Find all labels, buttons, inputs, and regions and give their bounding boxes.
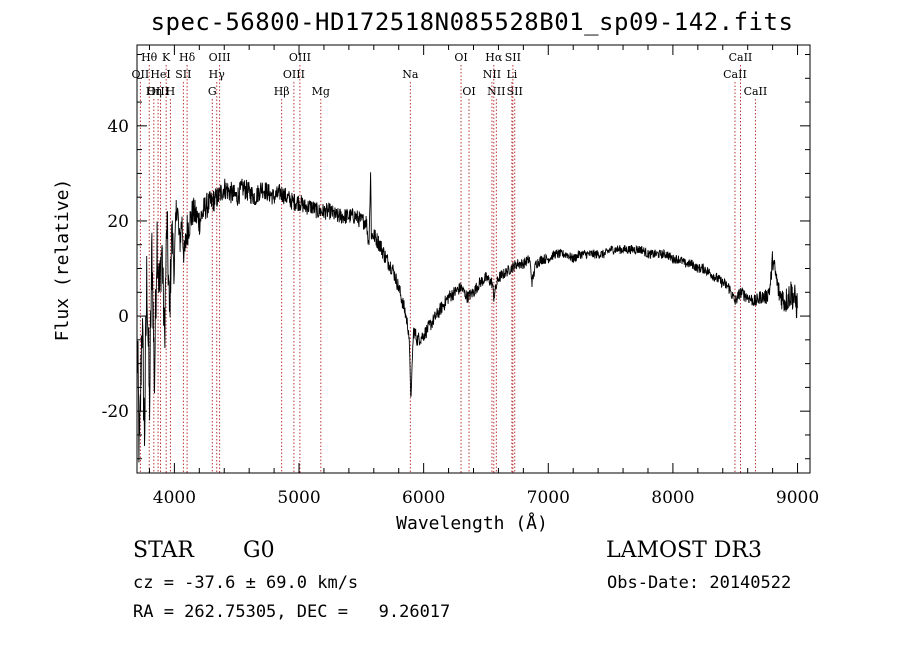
y-tick-label: -20 (102, 402, 129, 422)
observation-date: Obs-Date: 20140522 (607, 573, 792, 593)
line-label: OIII (147, 85, 169, 98)
line-label: OIII (289, 51, 311, 64)
y-tick-label: 0 (118, 307, 129, 327)
line-label: Hγ (209, 68, 226, 81)
y-tick-label: 40 (107, 117, 129, 137)
x-axis-label: Wavelength (Å) (396, 512, 548, 534)
line-label: Na (402, 68, 419, 81)
coordinates-readout: RA = 262.75305, DEC = 9.26017 (133, 602, 451, 622)
x-tick-label: 7000 (527, 488, 570, 508)
line-label: Hα (485, 51, 503, 64)
line-label: CaII (723, 68, 747, 81)
line-label: NII (483, 68, 501, 81)
line-markers (139, 65, 756, 473)
x-tick-label: 9000 (776, 488, 819, 508)
line-label: OIII (283, 68, 305, 81)
line-label: CaII (744, 85, 768, 98)
x-tick-label: 6000 (402, 488, 445, 508)
line-label: H (166, 85, 176, 98)
line-label: OII (132, 68, 150, 81)
line-label: SII (507, 85, 523, 98)
redshift-readout: cz = -37.6 ± 69.0 km/s (133, 573, 359, 593)
object-subclass: G0 (243, 538, 275, 563)
chart-title: spec-56800-HD172518N085528B01_sp09-142.f… (150, 8, 794, 36)
line-label: HeI (150, 68, 170, 81)
line-label: SII (505, 51, 521, 64)
line-label: Hβ (274, 85, 290, 98)
line-label: Li (506, 68, 517, 81)
y-tick-label: 20 (107, 212, 129, 232)
object-class: STAR (133, 538, 194, 563)
line-label: Hδ (179, 51, 196, 64)
survey-name: LAMOST DR3 (606, 538, 762, 563)
plot-frame (136, 44, 811, 474)
line-label: NII (487, 85, 505, 98)
line-label: CaII (729, 51, 753, 64)
line-label: OI (454, 51, 467, 64)
line-label: Mg (312, 85, 330, 98)
spectrum-line (136, 172, 798, 463)
line-label: Hη (146, 85, 162, 98)
x-tick-label: 4000 (153, 488, 196, 508)
axis-ticks: 4000 5000 6000 7000 8000 9000 -20 0 20 40 (102, 45, 819, 508)
y-axis-label: Flux (relative) (52, 179, 73, 342)
line-label: G (208, 85, 217, 98)
line-label: OI (462, 85, 475, 98)
line-label: Hθ (141, 51, 158, 64)
line-label: SII (175, 68, 191, 81)
line-label: K (162, 51, 171, 64)
line-label: OIII (209, 51, 231, 64)
x-tick-label: 8000 (651, 488, 694, 508)
x-tick-label: 5000 (277, 488, 320, 508)
